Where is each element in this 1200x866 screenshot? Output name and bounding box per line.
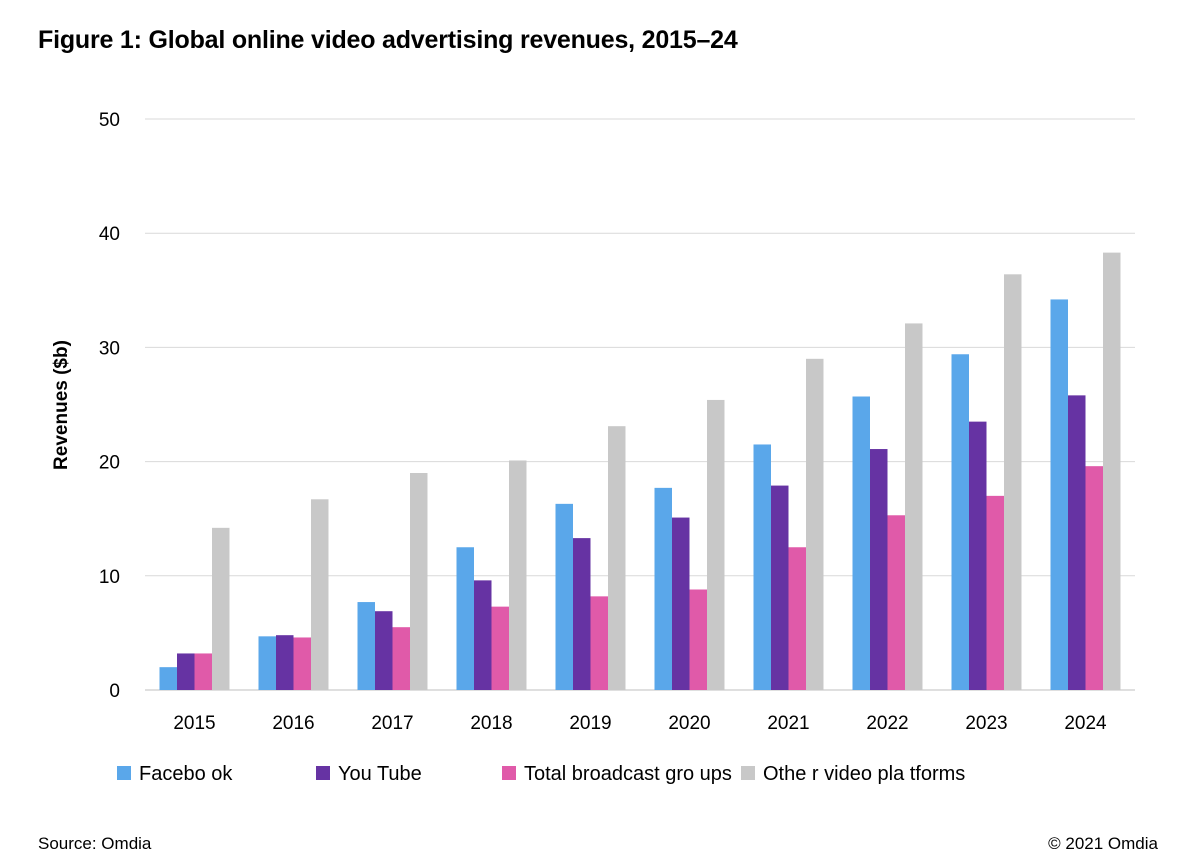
y-axis-label: Revenues ($b) (51, 340, 72, 470)
y-tick-label: 0 (109, 681, 120, 702)
x-tick-label: 2019 (569, 713, 611, 734)
y-tick-label: 50 (99, 110, 120, 131)
bar-facebook-2019 (555, 503, 573, 690)
x-tick-label: 2023 (965, 713, 1007, 734)
bar-broadcast-2024 (1085, 466, 1103, 690)
bar-broadcast-2020 (689, 589, 707, 690)
legend-label-other: Othe r video pla tforms (763, 763, 965, 785)
legend: Facebo ok You Tube Total broadcast gro ups… (117, 763, 965, 785)
bar-youtube-2022 (870, 449, 888, 690)
legend-label-facebook: Facebo ok (139, 763, 233, 785)
y-tick-label: 40 (99, 224, 120, 245)
x-tick-label: 2024 (1064, 713, 1107, 734)
bar-broadcast-2017 (392, 627, 410, 690)
bar-other-2019 (608, 426, 626, 690)
bar-broadcast-2018 (491, 606, 509, 690)
bar-broadcast-2021 (788, 547, 806, 690)
x-tick-label: 2022 (866, 713, 908, 734)
bar-youtube-2015 (177, 653, 195, 690)
legend-label-broadcast: Total broadcast gro ups (524, 763, 732, 785)
bar-facebook-2021 (753, 444, 771, 690)
legend-swatch-youtube (316, 766, 330, 780)
bar-other-2024 (1103, 252, 1121, 690)
bar-facebook-2018 (456, 547, 474, 690)
x-tick-label: 2021 (767, 713, 809, 734)
x-tick-label: 2015 (173, 713, 215, 734)
chart-title: Figure 1: Global online video advertisin… (38, 26, 738, 54)
bar-youtube-2021 (771, 485, 789, 690)
bar-other-2022 (905, 323, 923, 690)
bar-facebook-2023 (951, 354, 969, 690)
bar-facebook-2020 (654, 487, 672, 690)
bar-youtube-2016 (276, 635, 294, 690)
bar-youtube-2020 (672, 517, 690, 690)
bar-facebook-2015 (159, 667, 177, 690)
legend-swatch-other (741, 766, 755, 780)
y-tick-label: 10 (99, 567, 120, 588)
bar-other-2017 (410, 473, 428, 690)
bar-facebook-2017 (357, 602, 375, 690)
x-tick-label: 2017 (371, 713, 413, 734)
y-tick-label: 30 (99, 338, 120, 359)
copyright-note: © 2021 Omdia (1048, 834, 1158, 853)
x-tick-label: 2020 (668, 713, 710, 734)
bar-youtube-2019 (573, 538, 591, 690)
bar-other-2023 (1004, 274, 1022, 690)
bar-broadcast-2019 (590, 596, 608, 690)
legend-label-youtube: You Tube (338, 763, 422, 785)
y-axis-ticks: 0 10 20 30 40 50 (99, 110, 120, 702)
bar-broadcast-2023 (986, 495, 1004, 690)
bar-other-2018 (509, 460, 527, 690)
bar-facebook-2024 (1050, 299, 1068, 690)
bar-youtube-2024 (1068, 395, 1086, 690)
bar-other-2021 (806, 358, 824, 690)
x-tick-label: 2018 (470, 713, 512, 734)
legend-swatch-broadcast (502, 766, 516, 780)
bar-other-2015 (212, 527, 230, 690)
y-tick-label: 20 (99, 453, 120, 474)
bar-other-2020 (707, 399, 725, 690)
bar-other-2016 (311, 499, 329, 690)
bar-youtube-2017 (375, 611, 393, 690)
bar-broadcast-2015 (194, 653, 212, 690)
legend-swatch-facebook (117, 766, 131, 780)
x-axis-ticks: 2015 2016 2017 2018 2019 2020 2021 2022 2023 2024 (173, 713, 1107, 734)
bars (159, 252, 1121, 690)
bar-youtube-2023 (969, 421, 987, 690)
bar-facebook-2016 (258, 636, 276, 690)
bar-broadcast-2022 (887, 515, 905, 690)
bar-youtube-2018 (474, 580, 492, 690)
bar-broadcast-2016 (293, 637, 311, 690)
source-note: Source: Omdia (38, 834, 152, 853)
x-tick-label: 2016 (272, 713, 314, 734)
bar-facebook-2022 (852, 396, 870, 690)
